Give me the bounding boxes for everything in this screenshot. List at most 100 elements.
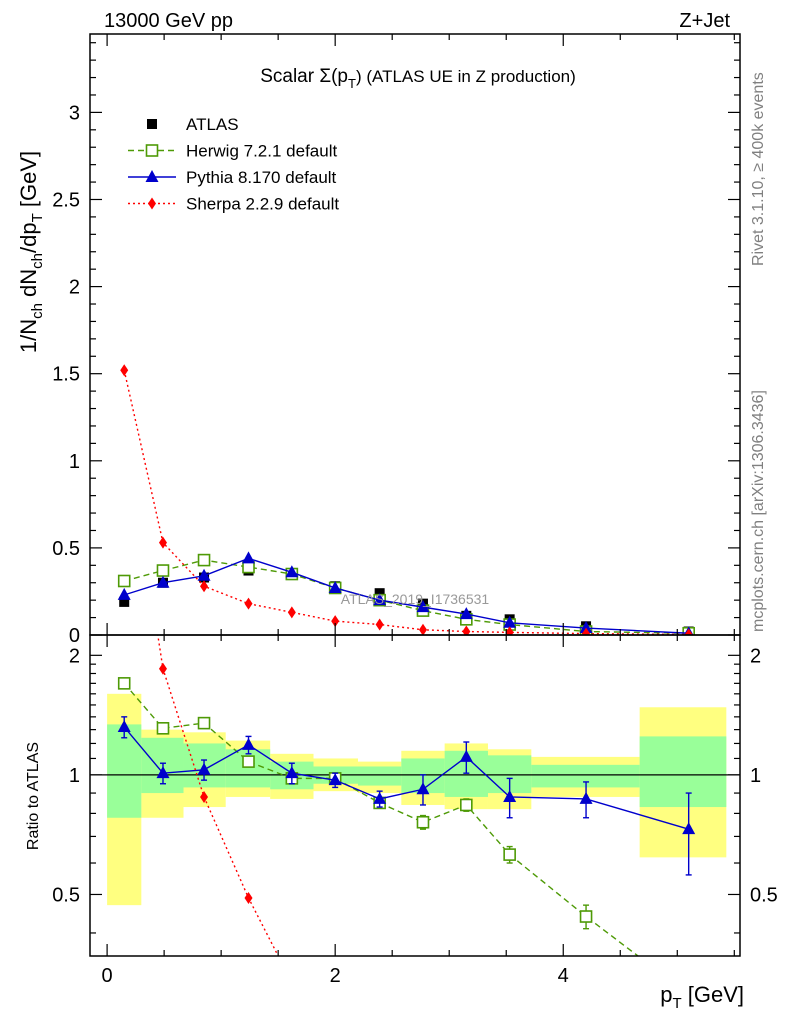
legend-label-herwig: Herwig 7.2.1 default — [186, 142, 337, 161]
line-ratio-herwig — [123, 682, 640, 956]
point-ratio-herwig — [460, 798, 473, 812]
y-tick-label-main: 3 — [69, 102, 80, 124]
point-ratio-pythia — [156, 766, 170, 779]
y-tick-label-main: 1 — [69, 451, 80, 473]
point-main-pythia — [459, 607, 473, 620]
point-main-sherpa — [120, 364, 129, 377]
point-main-sherpa — [200, 580, 209, 593]
point-ratio-pythia — [682, 822, 696, 835]
analysis-watermark: ATLAS_2019_I1736531 — [341, 591, 490, 607]
point-main-herwig — [197, 553, 211, 567]
point-ratio-pythia — [117, 719, 131, 732]
ratio-plot-series — [117, 410, 696, 989]
point-main-pythia — [197, 568, 211, 581]
legend-label-pythia: Pythia 8.170 default — [186, 168, 337, 187]
point-ratio-herwig — [416, 815, 430, 829]
plot-title-suffix: ) (ATLAS UE in Z production) — [356, 67, 576, 86]
x-tick-label: 0 — [102, 965, 113, 987]
plot-title-sub: T — [348, 76, 356, 91]
legend-marker-atlas — [147, 119, 157, 129]
point-ratio-sherpa — [158, 662, 167, 675]
axis-ticks — [90, 34, 740, 956]
point-main-sherpa — [244, 597, 253, 610]
point-ratio-herwig — [156, 722, 170, 735]
y-tick-label-ratio-right: 1 — [750, 765, 761, 787]
point-ratio-pythia — [416, 782, 430, 795]
axis-tick-labels: 0 2 400.511.522.530.5 0.51 12 2 — [52, 102, 778, 987]
main-plot-series — [117, 364, 695, 635]
y-tick-label-ratio-right: 0.5 — [750, 884, 778, 906]
line-ratio-pythia — [123, 726, 689, 830]
legend-marker-pythia — [145, 170, 159, 182]
y-tick-label-ratio: 1 — [69, 765, 80, 787]
rivet-version-text: Rivet 3.1.10, ≥ 400k events — [750, 72, 767, 266]
legend-item-atlas: ATLAS — [147, 115, 239, 134]
legend-marker-sherpa — [148, 197, 156, 210]
plot-title: Scalar Σ(pT) (ATLAS UE in Z production) — [260, 66, 576, 91]
point-main-sherpa — [418, 623, 427, 635]
point-main-sherpa — [158, 536, 167, 549]
legend-item-sherpa: Sherpa 2.2.9 default — [128, 195, 339, 214]
point-ratio-pythia — [459, 749, 473, 762]
point-ratio-pythia — [197, 762, 211, 775]
legend-label-sherpa: Sherpa 2.2.9 default — [186, 195, 339, 214]
series-main-pythia — [117, 551, 694, 635]
legend-item-pythia: Pythia 8.170 default — [128, 168, 337, 187]
x-tick-label: 2 — [330, 965, 341, 987]
point-main-sherpa — [684, 628, 693, 635]
point-main-pythia — [373, 593, 387, 606]
point-ratio-herwig — [503, 848, 516, 861]
y-tick-label-ratio: 0.5 — [52, 884, 80, 906]
point-main-pythia — [285, 565, 299, 578]
x-tick-label: 4 — [558, 965, 569, 987]
point-ratio-pythia — [242, 737, 256, 750]
mcplots-reference-text: mcplots.cern.ch [arXiv:1306.3436] — [750, 390, 767, 632]
point-ratio-sherpa — [244, 891, 253, 904]
point-main-herwig — [156, 564, 170, 577]
point-main-pythia — [503, 615, 517, 628]
point-main-sherpa — [582, 627, 591, 635]
line-main-sherpa — [123, 370, 689, 635]
point-ratio-pythia — [579, 791, 593, 804]
point-main-sherpa — [331, 615, 340, 628]
ratio-plot-frame — [89, 634, 741, 957]
point-ratio-herwig — [579, 910, 593, 923]
point-ratio-sherpa — [120, 410, 128, 422]
line-main-pythia — [124, 557, 689, 634]
point-main-sherpa — [287, 606, 296, 619]
point-main-pythia — [328, 580, 342, 593]
band-inner-6 — [357, 766, 402, 786]
point-ratio-pythia — [503, 789, 517, 802]
point-main-sherpa — [375, 618, 384, 631]
ratio-y-axis-label: Ratio to ATLAS — [25, 742, 42, 850]
y-tick-label-main: 0.5 — [52, 538, 80, 560]
plot-title-prefix: Scalar Σ(p — [260, 66, 348, 87]
y-tick-label-main: 2.5 — [52, 189, 80, 211]
band-inner-10 — [531, 764, 640, 788]
series-ratio-herwig — [117, 677, 640, 956]
point-main-pythia — [117, 587, 131, 600]
x-axis-label: pT [GeV] — [660, 982, 744, 1012]
point-main-pythia — [242, 551, 256, 564]
y-tick-label-main: 0 — [69, 625, 80, 647]
point-ratio-pythia — [328, 773, 342, 786]
point-main-pythia — [579, 621, 593, 634]
point-ratio-pythia — [373, 791, 387, 804]
point-main-atlas — [119, 596, 130, 607]
y-tick-label-ratio-right: 2 — [750, 645, 761, 667]
legend-label-atlas: ATLAS — [186, 115, 239, 134]
point-main-sherpa — [462, 625, 471, 635]
y-tick-label-main: 1.5 — [52, 364, 80, 386]
point-main-sherpa — [505, 626, 514, 635]
point-ratio-sherpa — [288, 977, 296, 989]
point-ratio-herwig — [242, 755, 255, 768]
band-inner-11 — [639, 736, 727, 808]
series-ratio-sherpa — [120, 410, 296, 989]
point-ratio-sherpa — [200, 790, 209, 803]
energy-label: 13000 GeV pp — [104, 10, 233, 32]
legend: ATLAS Herwig 7.2.1 default Pythia 8.170 de… — [128, 115, 339, 214]
y-tick-label-ratio: 2 — [69, 645, 80, 667]
legend-item-herwig: Herwig 7.2.1 default — [128, 142, 337, 161]
process-label: Z+Jet — [679, 10, 730, 32]
